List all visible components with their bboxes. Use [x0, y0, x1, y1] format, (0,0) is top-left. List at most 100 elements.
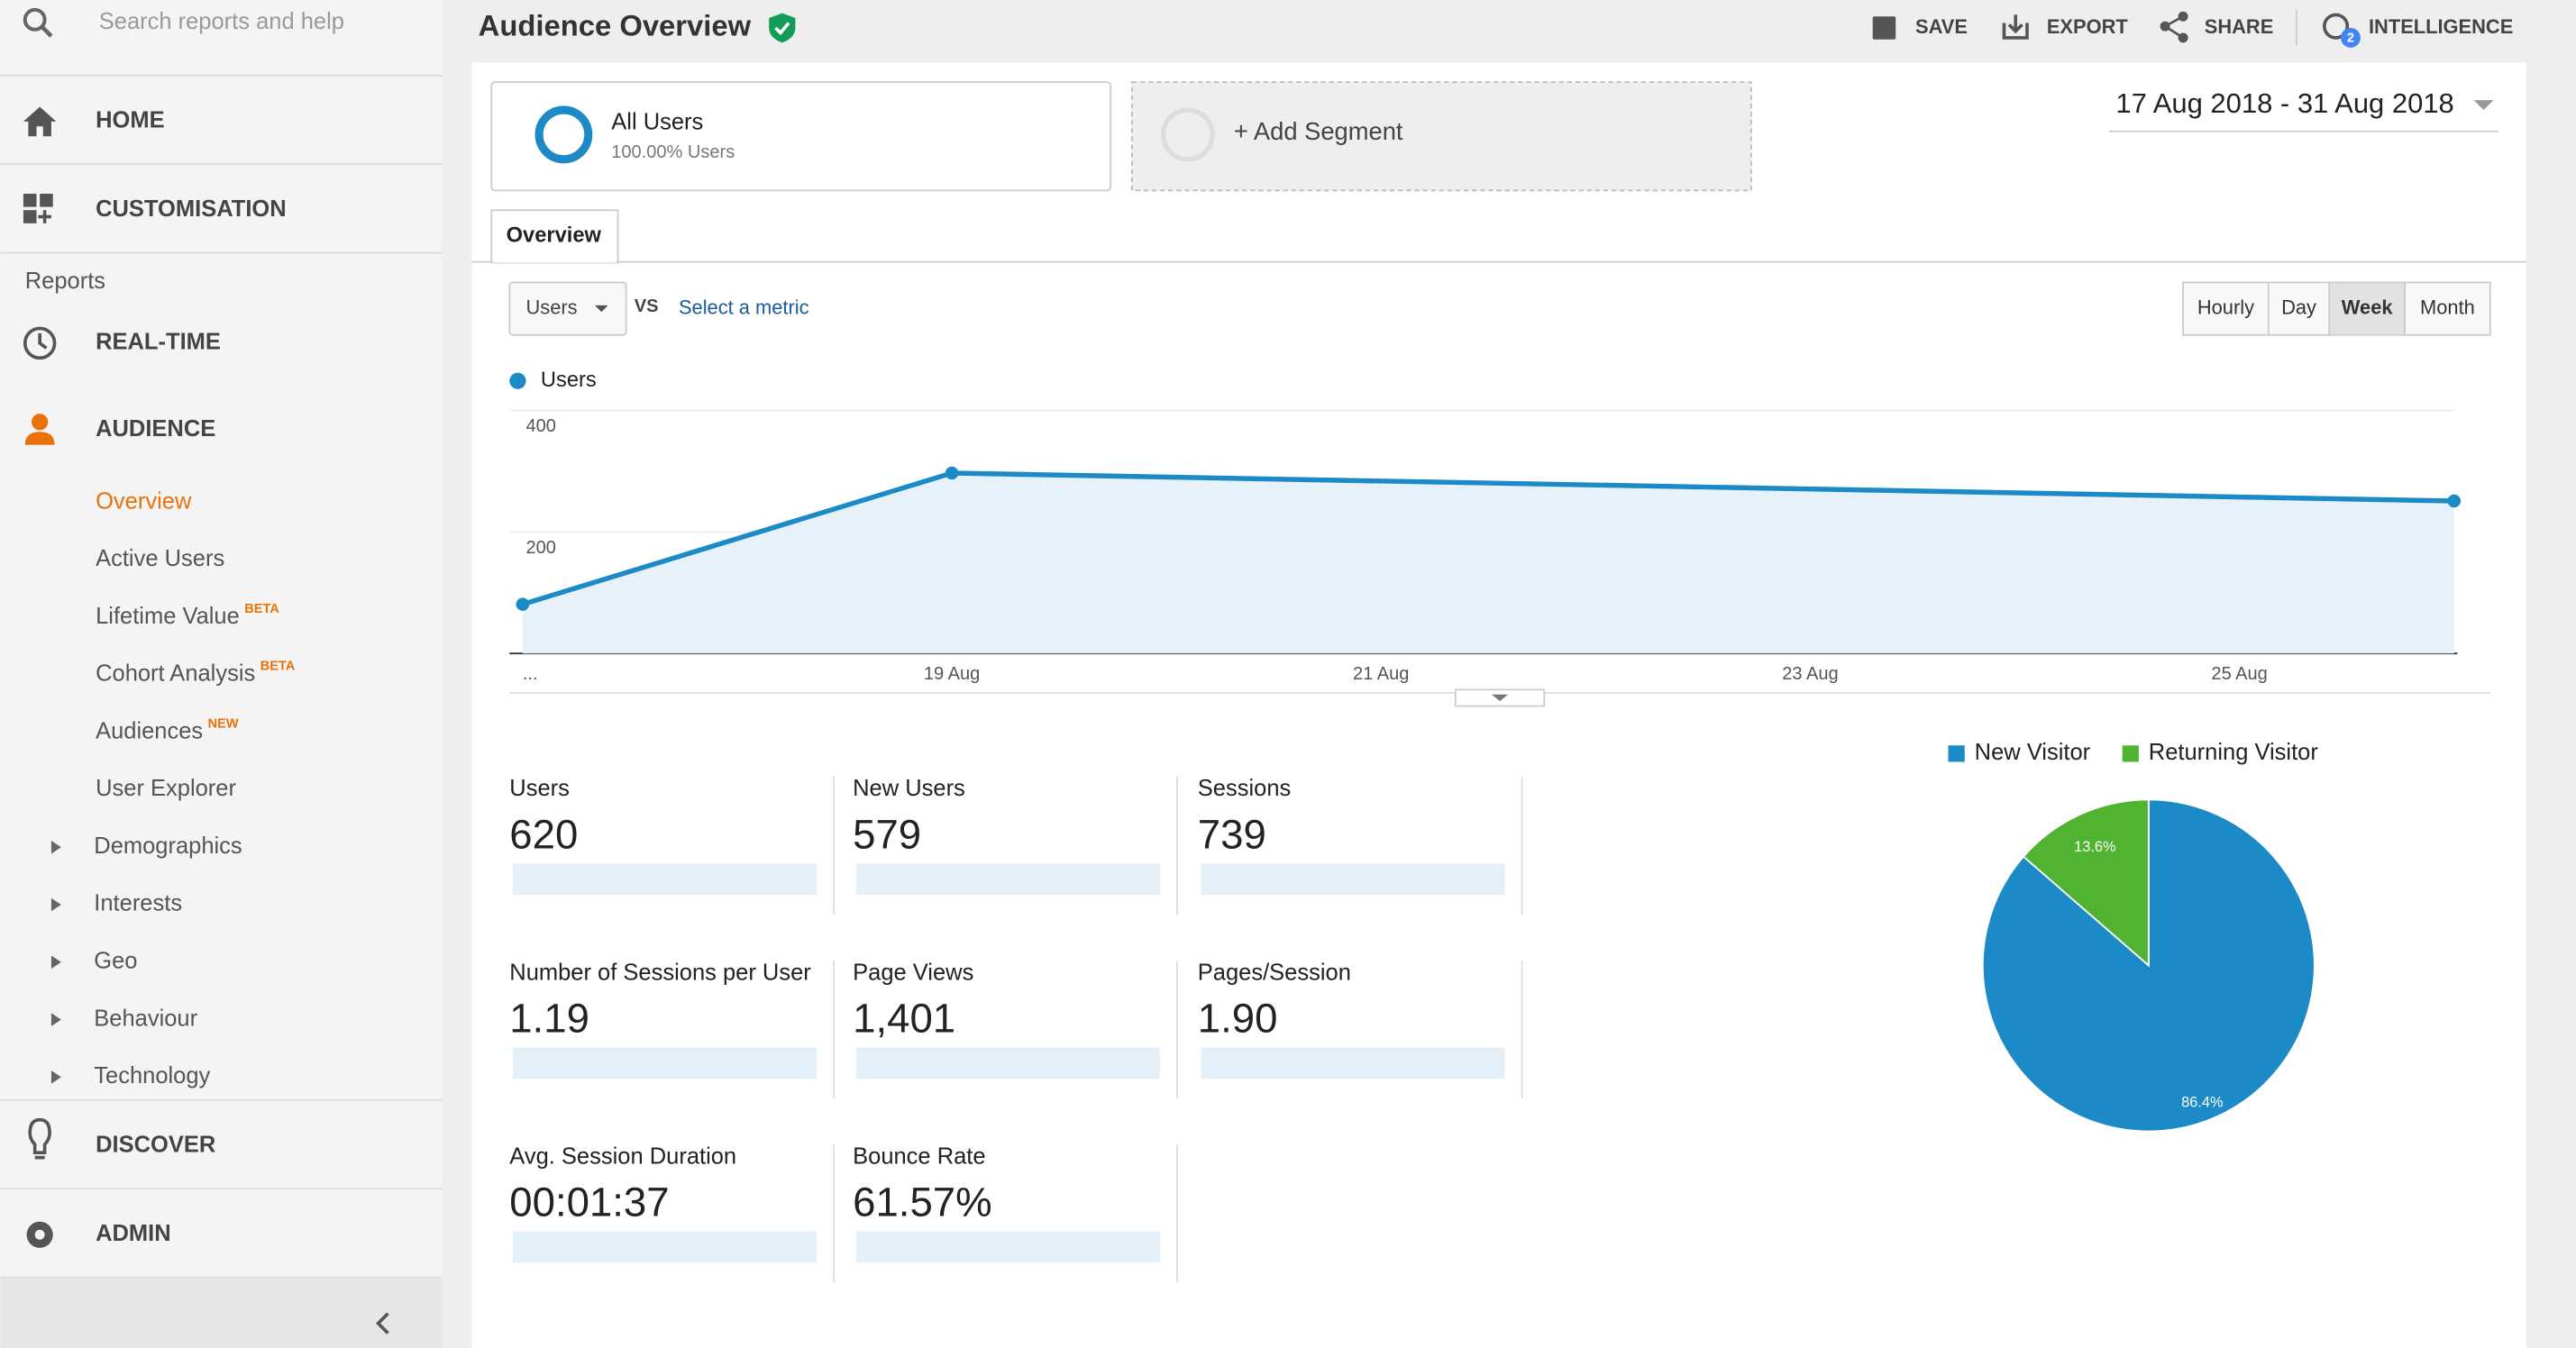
- realtime-icon-hands: [38, 332, 48, 350]
- sparkline-area: [512, 1047, 818, 1079]
- reports-heading: Reports: [25, 269, 105, 294]
- metric-value: 739: [1198, 811, 1266, 857]
- charts: 200 400... 19 Aug 21 Aug 23 Aug 25 Aug Users Ne…: [509, 369, 2462, 1133]
- admin-icon-hole: [34, 1229, 45, 1240]
- line-point[interactable]: [516, 597, 530, 611]
- nav-item[interactable]: Behaviour: [94, 1006, 197, 1031]
- metrics: Users 620 New Users 579 Sessions 739 Number of…: [509, 776, 1523, 1283]
- date-range[interactable]: 17 Aug 2018 - 31 Aug 2018: [2115, 87, 2453, 119]
- pie-label: 86.4%: [2181, 1094, 2223, 1110]
- realtime-icon: [23, 326, 57, 360]
- x-tick-label: 19 Aug: [924, 664, 980, 684]
- legend-label: Users: [541, 369, 597, 392]
- add-segment-circle: [1160, 107, 1215, 162]
- share-button[interactable]: SHARE: [2205, 15, 2274, 38]
- x-tick-label: 23 Aug: [1782, 664, 1838, 684]
- nav-badge: BETA: [244, 602, 279, 616]
- legend-marker: [2122, 745, 2139, 762]
- page-title: Audience Overview: [479, 9, 752, 42]
- granularity-label: Month: [2420, 296, 2475, 318]
- metric-value: 1.19: [509, 995, 589, 1041]
- nav-discover[interactable]: DISCOVER: [96, 1133, 215, 1158]
- add-segment[interactable]: [1130, 81, 1752, 192]
- legend-marker: [1948, 745, 1965, 762]
- search-icon-handle: [40, 24, 53, 38]
- metric-label: New Users: [853, 776, 965, 801]
- line-point[interactable]: [2447, 494, 2462, 508]
- legend-label: Returning Visitor: [2149, 740, 2319, 765]
- tab-label: Overview: [507, 224, 602, 248]
- nav-realtime[interactable]: REAL-TIME: [96, 330, 221, 355]
- search-icon[interactable]: [23, 7, 47, 32]
- segment-donut: [534, 105, 593, 164]
- segment-card[interactable]: [490, 81, 1112, 192]
- metric-label: Bounce Rate: [853, 1143, 985, 1169]
- metric-value: 620: [509, 811, 578, 857]
- audience-icon-body: [24, 432, 55, 445]
- nav-item[interactable]: Interests: [94, 891, 182, 916]
- metric-label: Pages/Session: [1198, 960, 1351, 985]
- expand-arrow: [50, 897, 61, 912]
- metric-select-arrow: [595, 305, 608, 313]
- nav-item[interactable]: User Explorer: [96, 776, 236, 801]
- legend-marker: [509, 372, 526, 389]
- granularity-label: Hourly: [2197, 296, 2254, 318]
- nav-item[interactable]: Audiences: [96, 718, 203, 743]
- vs-label: VS: [635, 296, 659, 316]
- nav-item[interactable]: Cohort Analysis: [96, 661, 255, 687]
- chart-toggle-arrow: [1491, 694, 1509, 702]
- metric-select-label: Users: [526, 296, 578, 318]
- line-area: [522, 472, 2454, 654]
- share-icon-lines: [2162, 15, 2184, 40]
- sidebar-footer[interactable]: [0, 1277, 443, 1348]
- sidebar-dividers: [0, 74, 443, 1279]
- sparkline-area: [512, 863, 818, 896]
- audience-icon: [32, 414, 49, 431]
- nav-item[interactable]: Geo: [94, 949, 137, 974]
- nav-item[interactable]: Overview: [96, 488, 192, 514]
- metric-label: Number of Sessions per User: [509, 960, 811, 985]
- export-icon: [2002, 14, 2029, 40]
- export-button[interactable]: EXPORT: [2047, 15, 2129, 38]
- granularity-button[interactable]: [2267, 281, 2331, 336]
- nav-item[interactable]: Active Users: [96, 546, 224, 571]
- nav-admin[interactable]: ADMIN: [96, 1221, 171, 1246]
- y-tick-label: 200: [526, 538, 556, 558]
- pie-slice[interactable]: [2022, 798, 2150, 968]
- sparkline-area: [512, 1231, 818, 1263]
- granularity-button[interactable]: [2182, 281, 2270, 336]
- intelligence-button[interactable]: INTELLIGENCE: [2369, 15, 2513, 38]
- tab[interactable]: [490, 209, 619, 264]
- sidebar: [0, 0, 443, 1348]
- collapse-icon[interactable]: [375, 1312, 389, 1334]
- expand-arrow: [50, 1013, 61, 1026]
- nav-item[interactable]: Demographics: [94, 833, 242, 859]
- metric-label: Page Views: [853, 960, 973, 985]
- expand-arrow: [50, 955, 61, 970]
- search-input[interactable]: Search reports and help: [99, 9, 344, 34]
- nav-audience[interactable]: AUDIENCE: [96, 416, 215, 442]
- nav-item[interactable]: Lifetime Value: [96, 604, 240, 629]
- nav-item[interactable]: Technology: [94, 1063, 210, 1088]
- metric-label: Sessions: [1198, 776, 1291, 801]
- granularity-buttons: Hourly Day Week Month: [2182, 281, 2491, 336]
- intelligence-icon: [2322, 13, 2350, 40]
- granularity-label: Day: [2281, 296, 2316, 318]
- sparkline-area: [855, 1047, 1160, 1079]
- granularity-button[interactable]: [2404, 281, 2491, 336]
- select-metric-link[interactable]: Select a metric: [679, 296, 809, 318]
- line-point[interactable]: [945, 466, 959, 480]
- x-tick-label: 21 Aug: [1353, 664, 1409, 684]
- expand-arrow: [50, 840, 61, 854]
- save-button[interactable]: SAVE: [1915, 15, 1968, 38]
- x-tick-label: 25 Aug: [2211, 664, 2267, 684]
- granularity-button[interactable]: [2328, 281, 2406, 336]
- segment-detail: 100.00% Users: [611, 142, 735, 162]
- save-icon: [1872, 16, 1896, 40]
- nav-customisation[interactable]: CUSTOMISATION: [96, 196, 287, 222]
- metric-select[interactable]: [508, 281, 627, 336]
- intelligence-badge-bg: [2341, 27, 2361, 48]
- nav-home[interactable]: HOME: [96, 108, 165, 133]
